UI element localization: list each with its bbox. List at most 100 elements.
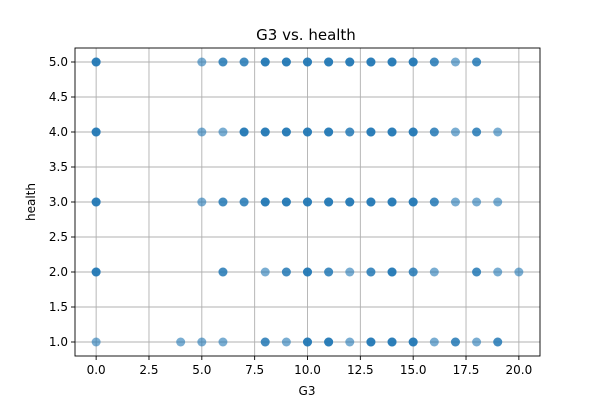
data-point: [345, 127, 355, 137]
data-point: [450, 57, 460, 67]
y-tick-label: 3.0: [49, 195, 68, 209]
data-point: [429, 197, 439, 207]
y-tick-label: 1.0: [49, 335, 68, 349]
data-point: [429, 267, 439, 277]
x-tick-label: 15.0: [400, 363, 427, 377]
data-point: [303, 197, 312, 207]
y-axis-label: health: [24, 183, 38, 221]
data-point: [281, 267, 291, 277]
y-tick-label: 2.5: [49, 230, 68, 244]
data-point: [91, 337, 101, 347]
data-point: [387, 267, 397, 277]
data-point: [218, 57, 228, 67]
x-tick-label: 7.5: [245, 363, 264, 377]
data-point: [218, 197, 228, 207]
data-point: [260, 127, 270, 137]
data-point: [493, 197, 503, 207]
chart-title: G3 vs. health: [256, 26, 356, 44]
data-point: [218, 337, 228, 347]
data-point: [493, 127, 503, 137]
data-point: [493, 267, 503, 277]
x-tick-label: 5.0: [192, 363, 211, 377]
y-tick-label: 3.5: [49, 160, 68, 174]
data-point: [260, 267, 270, 277]
y-tick-label: 4.5: [49, 90, 68, 104]
y-tick-label: 5.0: [49, 55, 68, 69]
data-point: [176, 337, 186, 347]
x-tick-label: 20.0: [506, 363, 533, 377]
data-point: [345, 197, 355, 207]
data-point: [387, 337, 397, 347]
data-point: [324, 57, 334, 67]
x-tick-label: 2.5: [139, 363, 158, 377]
ticks-layer: 0.0 2.5 5.0 7.5 10.0 12.5 15.0 17.5 20.0 1.0 1.5 2.…: [49, 55, 532, 377]
data-point: [324, 337, 334, 347]
x-tick-label: 12.5: [347, 363, 374, 377]
points-layer: [91, 57, 524, 347]
x-tick-label: 17.5: [453, 363, 480, 377]
data-point: [303, 127, 312, 137]
x-tick-label: 0.0: [87, 363, 106, 377]
y-tick-label: 2.0: [49, 265, 68, 279]
data-point: [260, 57, 270, 67]
data-point: [493, 337, 503, 347]
data-point: [366, 197, 376, 207]
data-point: [197, 337, 207, 347]
data-point: [91, 57, 101, 67]
data-point: [218, 127, 228, 137]
data-point: [239, 127, 249, 137]
data-point: [91, 267, 101, 277]
data-point: [450, 127, 460, 137]
data-point: [429, 337, 439, 347]
data-point: [197, 197, 207, 207]
data-point: [472, 337, 482, 347]
data-point: [472, 127, 482, 137]
x-axis-label: G3: [299, 384, 316, 398]
data-point: [303, 267, 312, 277]
data-point: [324, 197, 334, 207]
data-point: [472, 57, 482, 67]
data-point: [450, 197, 460, 207]
data-point: [281, 197, 291, 207]
data-point: [408, 337, 418, 347]
data-point: [429, 57, 439, 67]
x-tick-label: 10.0: [294, 363, 321, 377]
data-point: [408, 57, 418, 67]
data-point: [387, 197, 397, 207]
data-point: [281, 337, 291, 347]
data-point: [303, 57, 312, 67]
data-point: [324, 267, 334, 277]
data-point: [408, 197, 418, 207]
data-point: [387, 127, 397, 137]
data-point: [366, 337, 376, 347]
data-point: [91, 127, 101, 137]
data-point: [366, 267, 376, 277]
data-point: [91, 197, 101, 207]
data-point: [429, 127, 439, 137]
data-point: [472, 267, 482, 277]
data-point: [260, 197, 270, 207]
data-point: [345, 337, 355, 347]
data-point: [260, 337, 270, 347]
data-point: [366, 127, 376, 137]
data-point: [514, 267, 524, 277]
data-point: [345, 267, 355, 277]
data-point: [239, 57, 249, 67]
data-point: [303, 337, 312, 347]
data-point: [197, 57, 207, 67]
data-point: [239, 197, 249, 207]
data-point: [408, 267, 418, 277]
data-point: [408, 127, 418, 137]
data-point: [387, 57, 397, 67]
data-point: [366, 57, 376, 67]
data-point: [450, 337, 460, 347]
data-point: [324, 127, 334, 137]
data-point: [472, 197, 482, 207]
data-point: [281, 127, 291, 137]
data-point: [281, 57, 291, 67]
data-point: [218, 267, 228, 277]
y-tick-label: 1.5: [49, 300, 68, 314]
data-point: [197, 127, 207, 137]
